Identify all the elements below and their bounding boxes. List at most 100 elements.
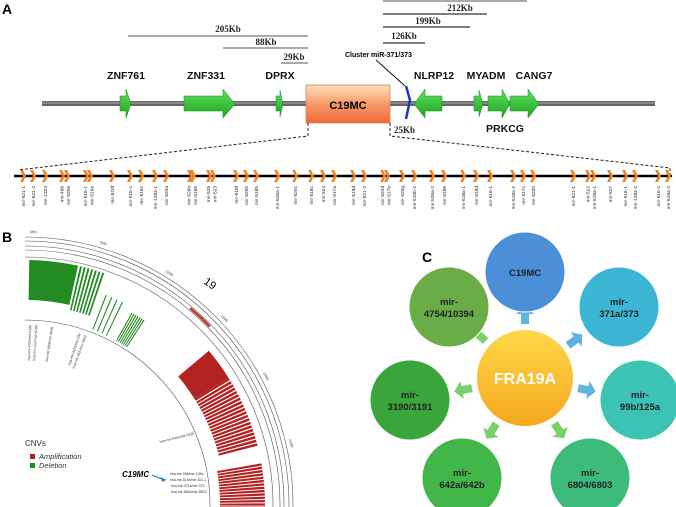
amplification-band (203, 397, 241, 418)
mir-label-left: hsa-mir-4754/mir-3190 (27, 325, 32, 361)
deletion-band (117, 313, 135, 343)
amplification-band (199, 387, 236, 409)
zoom-dashes (17, 123, 671, 176)
c19mc-callout: C19MC (122, 470, 149, 479)
network-node: mir-6804/6803 (549, 437, 631, 507)
ideogram-ring (24, 249, 281, 507)
mir-label: mir-523 (212, 186, 218, 203)
gene-dprx-arrow (275, 89, 284, 118)
amplification-band (217, 439, 257, 453)
mir-label: mir-521-2 (31, 186, 37, 207)
mir-label-left: hsa-mir-6805/mir-4530 (45, 327, 54, 363)
mir-arrow-icon (331, 170, 337, 182)
mir-arrow-icon (243, 170, 249, 182)
mir-arrow-icon (632, 170, 638, 182)
mir-arrow-icon (87, 170, 93, 182)
track-inner-border (24, 319, 211, 507)
cluster-label: Cluster miR-371/373 (345, 52, 412, 59)
mir-arrow-icon (585, 170, 591, 182)
mir-label: mir-526a-1 (275, 186, 281, 210)
node-label: 3190/3191 (388, 402, 434, 413)
amplification-band (217, 469, 263, 479)
c19mc-box-label: C19MC (329, 100, 366, 112)
mir-label: mir-520h (531, 186, 537, 205)
node-label: mir- (581, 468, 599, 479)
legend-deletion: Deletion (39, 461, 67, 470)
link-arrow-icon (577, 381, 596, 399)
mir-arrow-icon (570, 170, 576, 182)
mir-arrow-icon (361, 170, 367, 182)
mir-label: mir-517b (386, 186, 392, 205)
node-label: mir- (401, 390, 419, 401)
amplification-band (217, 463, 262, 473)
node-circle (549, 437, 631, 507)
mir-arrow-icon (655, 170, 661, 182)
amplification-band (205, 400, 243, 421)
amplification-band (194, 377, 230, 401)
centromere-marker (189, 307, 211, 328)
mir-label: mir-1283-2 (633, 186, 639, 210)
mir-label: mir-516-1 (488, 186, 494, 207)
mir-arrow-icon (350, 170, 356, 182)
node-label: 99b/125a (620, 402, 661, 413)
amplification-band (219, 493, 265, 498)
node-label: 642a/642b (439, 480, 485, 491)
mir-arrow-icon (320, 170, 326, 182)
mir-arrow-icon (138, 170, 144, 182)
mir-arrow-icon (152, 170, 158, 182)
amplification-band (218, 476, 264, 484)
amplification-band (215, 432, 255, 447)
node-label: mir- (440, 297, 458, 308)
mir-label: mir-521-1 (571, 186, 577, 207)
mir-label: mir-516-1 (623, 186, 629, 207)
amplification-band (219, 489, 265, 495)
amplification-band (200, 390, 238, 412)
link-arrow-icon (483, 421, 500, 439)
mir-arrow-icon (665, 170, 671, 182)
legend-title: CNVs (25, 439, 46, 448)
amplification-band (178, 350, 229, 400)
mir-arrow-icon (473, 170, 479, 182)
deletion-band (85, 271, 101, 315)
mir-arrow-icon (487, 170, 493, 182)
distance-88kb: 88Kb (255, 37, 276, 47)
deletion-band (126, 319, 145, 348)
deletion-band (79, 269, 94, 313)
network-node: mir-4754/10394 (408, 266, 490, 348)
mir-label: mir-516b-2 (412, 186, 418, 210)
mir-arrow-icon (30, 170, 36, 182)
mir-label: mir-518a-1 (461, 186, 467, 210)
mir-label: mir-498 (59, 186, 65, 203)
network-node: C19MC (484, 231, 566, 313)
mir-label: mir-526a-2 (430, 186, 436, 210)
chromosome-label: 19 (201, 276, 218, 293)
mir-arrow-icon (520, 170, 526, 182)
axis-tick-label: 0Mb (30, 230, 37, 234)
network-node: mir-371a/373 (578, 266, 660, 348)
amplification-band (219, 503, 265, 506)
mir-arrow-icon (233, 170, 239, 182)
gene-label-znf761: ZNF761 (107, 70, 145, 82)
mir-label-left: hsa-mir-1227/mir-6789 (32, 325, 38, 361)
mir-arrow-icon (411, 170, 417, 182)
mir-arrow-icon (274, 170, 280, 182)
mir-label-bottom-1: hsa-mir-99b/mir-125a (170, 472, 204, 476)
mir-label: mir-520c (293, 185, 299, 204)
c19mc-callout-arrowhead-icon (161, 477, 166, 482)
mir-label: mir-520g (400, 186, 406, 205)
mir-arrow-icon (20, 170, 26, 182)
mir-label-bottom-2: hsa-mir-519a/mir-521-1 (170, 478, 207, 482)
amplification-band (214, 428, 254, 444)
gene-arrows (119, 88, 540, 119)
mir-label: mir-519c (139, 185, 145, 204)
legend-deletion-swatch (30, 463, 35, 468)
panel-label-a: A (2, 1, 12, 17)
deletion-band (124, 318, 143, 347)
network-node: mir-642a/642b (421, 437, 503, 507)
cluster-pointer (375, 59, 406, 87)
mir-arrow-icon (127, 170, 133, 182)
deletion-band (96, 297, 113, 332)
mir-arrow-icon (206, 170, 212, 182)
node-label: 371a/373 (599, 309, 639, 320)
deletion-band (121, 316, 139, 345)
